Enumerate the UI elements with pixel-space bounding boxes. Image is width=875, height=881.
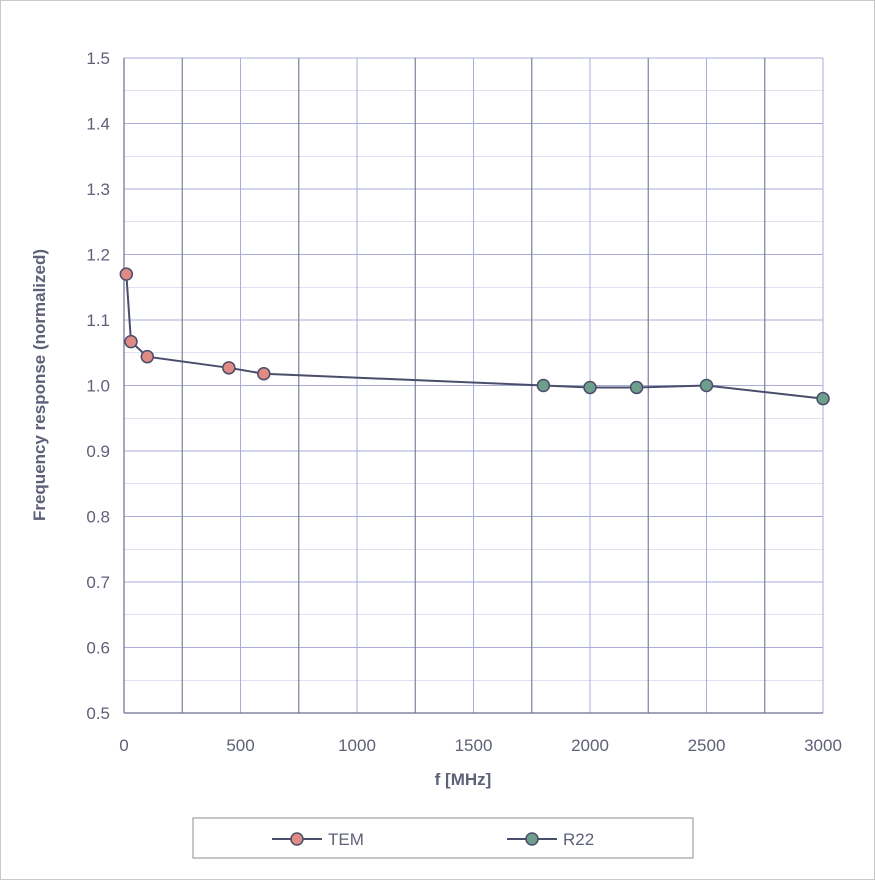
- y-tick-label: 1.0: [86, 377, 110, 396]
- x-tick-label: 1000: [338, 736, 376, 755]
- x-tick-label: 0: [119, 736, 128, 755]
- y-tick-label: 1.3: [86, 180, 110, 199]
- point-tem: [222, 361, 236, 375]
- x-tick-label: 1500: [455, 736, 493, 755]
- legend-item-tem: TEM: [272, 830, 364, 849]
- point-r22: [699, 378, 714, 393]
- point-r22: [536, 378, 551, 393]
- legend-items: TEM R22: [272, 830, 594, 849]
- x-tick-label: 2500: [688, 736, 726, 755]
- point-r22: [629, 380, 644, 395]
- legend-marker-r22: [525, 832, 539, 846]
- point-r22: [816, 391, 830, 406]
- grid: [123, 57, 824, 714]
- point-tem: [257, 366, 271, 381]
- y-tick-label: 1.1: [86, 311, 110, 330]
- legend-label-r22: R22: [563, 830, 594, 849]
- y-tick-label: 1.2: [86, 246, 110, 265]
- y-tick-label: 1.5: [86, 49, 110, 68]
- y-tick-label: 0.9: [86, 442, 110, 461]
- legend: TEM R22: [192, 817, 694, 859]
- x-axis-title: f [MHz]: [435, 770, 492, 789]
- point-tem: [119, 267, 134, 281]
- y-tick-label: 1.4: [86, 115, 110, 134]
- x-tick-label: 3000: [804, 736, 842, 755]
- y-tick-label: 0.8: [86, 508, 110, 527]
- series-layer: [119, 267, 830, 406]
- y-axis-title: Frequency response (normalized): [30, 249, 49, 521]
- x-tick-label: 500: [226, 736, 254, 755]
- y-tick-label: 0.7: [86, 573, 110, 592]
- point-tem: [124, 334, 138, 349]
- tick-labels: 0.5 0.6 0.7 0.8 0.9 1.0 1.1 1.2 1.3 1.4 1.5 0 500 100…: [86, 49, 842, 755]
- legend-marker-tem: [290, 832, 304, 846]
- series-line: [125, 274, 824, 400]
- point-r22: [583, 380, 597, 395]
- point-tem: [140, 349, 155, 364]
- x-tick-label: 2000: [571, 736, 609, 755]
- legend-label-tem: TEM: [328, 830, 364, 849]
- y-tick-label: 0.5: [86, 704, 110, 723]
- axes: [123, 58, 823, 714]
- legend-item-r22: R22: [507, 830, 594, 849]
- y-tick-label: 0.6: [86, 639, 110, 658]
- legend-box: [192, 817, 694, 859]
